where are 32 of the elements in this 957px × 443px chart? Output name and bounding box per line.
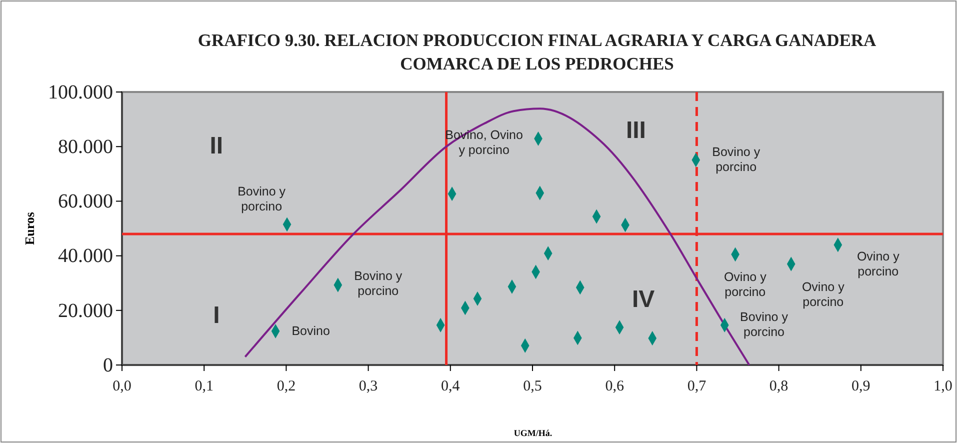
y-tick-label: 20.000 [58, 300, 113, 322]
x-tick-label: 0,8 [769, 378, 788, 394]
x-tick-label: 0,1 [194, 378, 214, 394]
annotation: Ovino y porcino [724, 270, 768, 300]
y-tick-label: 0 [103, 354, 113, 376]
y-tick-label: 60.000 [58, 190, 113, 213]
annotation: Ovino y porcino [856, 249, 900, 278]
y-axis-title: Euros [22, 212, 37, 245]
x-tick-label: 0,6 [605, 378, 624, 394]
annotation: Ovino y porcino [802, 280, 846, 309]
x-tick-label: 0,7 [687, 378, 707, 394]
annotation: I [213, 302, 220, 329]
x-tick-label: 0,0 [112, 378, 132, 394]
x-tick-label: 0,4 [441, 378, 460, 394]
y-tick-label: 100.000 [48, 81, 113, 104]
x-tick-label: 0,3 [358, 378, 378, 394]
x-tick-label: 1,0 [934, 378, 952, 394]
annotation: IV [632, 286, 655, 313]
x-tick-label: 0,5 [523, 378, 542, 394]
annotation: Bovino [292, 324, 330, 338]
y-tick-label: 80.000 [58, 136, 113, 158]
x-axis-title: UGM/Há. [514, 428, 552, 438]
annotation: Bovino y porcino [354, 269, 403, 298]
chart-title: GRAFICO 9.30. RELACION PRODUCCION FINAL AGRARIA Y CARGA GANADERA COMARCA DE LOS PEDROCHES [198, 30, 877, 74]
annotation: II [210, 132, 224, 160]
annotation: Bovino y porcino [740, 310, 789, 339]
annotation: Bovino y porcino [712, 145, 761, 174]
annotation: Bovino y porcino [238, 184, 286, 214]
annotation: III [626, 117, 646, 144]
y-tick-label: 40.000 [58, 245, 113, 268]
x-tick-label: 0,9 [852, 378, 870, 394]
x-tick-label: 0,2 [276, 378, 296, 394]
